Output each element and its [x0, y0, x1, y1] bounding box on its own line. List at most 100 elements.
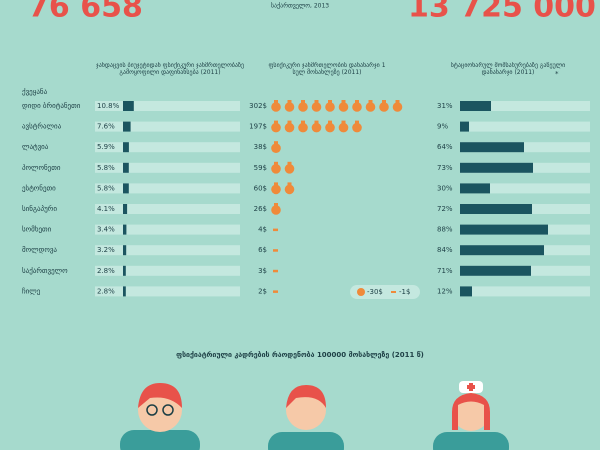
inpatient-label: 84% — [437, 246, 453, 254]
spend-bag-top — [287, 100, 292, 103]
budget-label: 5.8% — [97, 164, 115, 172]
budget-label: 5.8% — [97, 184, 115, 192]
spend-bag-top — [341, 100, 346, 103]
budget-track — [95, 101, 240, 111]
spend-bag — [352, 102, 362, 112]
budget-track — [95, 204, 240, 214]
spend-bag — [311, 102, 322, 112]
budget-bar — [123, 245, 127, 256]
spend-bag — [271, 143, 281, 153]
country: ჩილე — [22, 287, 41, 295]
spend-bag — [284, 164, 295, 174]
spend-bag-top — [274, 203, 278, 206]
inpatient-label: 64% — [437, 143, 453, 151]
spend-bag — [392, 102, 403, 112]
budget-bar — [123, 204, 128, 214]
budget-track — [95, 121, 240, 132]
spend-label: 59$ — [254, 164, 267, 172]
spend-bag — [298, 122, 308, 133]
country: მოლდოვა — [22, 246, 57, 254]
spend-dash — [273, 228, 278, 232]
spend-bag — [325, 102, 335, 112]
spend-label: 3$ — [258, 267, 267, 275]
spend-bag — [325, 122, 335, 133]
section-title: ფსიქიატრიული კადრების რაოდენობა 100000 მ… — [176, 351, 424, 359]
spend-bag — [352, 122, 362, 133]
right-number: 13 725 000 — [408, 0, 596, 25]
spend-bag-top — [355, 100, 359, 103]
spend-bag-top — [355, 120, 359, 124]
country: ავსტრალია — [22, 122, 62, 131]
col-inpatient-text: სტაციონარულ მომსახურებაზე გაწეული დანახა… — [450, 62, 566, 76]
spend-bag-top — [328, 120, 332, 124]
spend-bag-top — [274, 161, 278, 165]
inpatient-bar — [460, 204, 532, 214]
spend-bag-top — [382, 100, 386, 103]
budget-track — [95, 265, 240, 276]
budget-label: 3.2% — [97, 246, 115, 254]
budget-track — [95, 245, 240, 256]
spend-bag — [338, 102, 349, 112]
subtitle: საქართველო, 2013 — [271, 3, 329, 10]
budget-label: 7.6% — [97, 123, 115, 131]
inpatient-label: 72% — [437, 205, 453, 213]
spend-bag-top — [314, 120, 319, 124]
inpatient-bar — [460, 286, 472, 297]
country: პოლონეთი — [22, 164, 61, 172]
footnote-mark: * — [555, 70, 559, 78]
legend-dash — [391, 291, 396, 293]
inpatient-label: 30% — [437, 184, 453, 192]
legend-bag-label: -30$ — [367, 288, 383, 296]
spend-bag-top — [368, 100, 373, 103]
spend-bag — [284, 102, 295, 112]
inpatient-bar — [460, 101, 491, 111]
inpatient-bar — [460, 142, 524, 153]
spend-label: 302$ — [249, 102, 267, 110]
budget-bar — [123, 101, 134, 111]
col-country: ქვეყანა — [22, 88, 48, 96]
spend-label: 2$ — [258, 287, 267, 295]
inpatient-bar — [460, 265, 531, 276]
col-budget: ჯანდაცვის ბიუჯეტიდან ფსიქიკური ჯანმრთელო… — [96, 62, 244, 76]
spend-label: 60$ — [254, 184, 267, 192]
spend-dash — [273, 290, 278, 293]
spend-bag-top — [287, 161, 292, 165]
country: ესტონეთი — [22, 184, 56, 192]
inpatient-track — [460, 286, 590, 297]
country: საქართველო — [22, 266, 68, 275]
budget-bar — [123, 142, 129, 153]
spend-bag-top — [287, 120, 292, 124]
inpatient-label: 9% — [437, 123, 448, 131]
inpatient-bar — [460, 183, 490, 194]
inpatient-label: 88% — [437, 226, 453, 234]
spend-bag-top — [274, 141, 278, 145]
spend-label: 197$ — [249, 123, 267, 131]
spend-bag — [284, 122, 295, 133]
left-number: 76 658 — [28, 0, 143, 25]
col-spend-text: ფსიქიკური ჯანმრთელობის დანახარჯი 1 სულ მ… — [268, 62, 386, 76]
spend-bag-top — [274, 182, 278, 186]
col-inpatient: სტაციონარულ მომსახურებაზე გაწეული დანახა… — [450, 62, 566, 76]
legend-box — [350, 285, 420, 299]
col-budget-text: ჯანდაცვის ბიუჯეტიდან ფსიქიკური ჯანმრთელო… — [96, 62, 244, 76]
spend-bag-top — [395, 100, 400, 103]
spend-bag — [271, 164, 281, 174]
inpatient-track — [460, 121, 590, 132]
budget-track — [95, 224, 240, 235]
spend-bag — [271, 102, 281, 112]
spend-label: 38$ — [254, 143, 267, 151]
inpatient-bar — [460, 121, 469, 132]
inpatient-bar — [460, 245, 544, 256]
spend-label: 4$ — [258, 226, 267, 234]
budget-label: 5.9% — [97, 143, 115, 151]
inpatient-label: 31% — [437, 102, 453, 110]
budget-track — [95, 183, 240, 194]
budget-bar — [123, 286, 126, 297]
budget-label: 2.8% — [97, 267, 115, 275]
budget-track — [95, 162, 240, 173]
spend-bag — [298, 102, 308, 112]
legend-dash-label: -1$ — [399, 288, 410, 296]
budget-bar — [123, 265, 126, 276]
budget-label: 3.4% — [97, 226, 115, 234]
